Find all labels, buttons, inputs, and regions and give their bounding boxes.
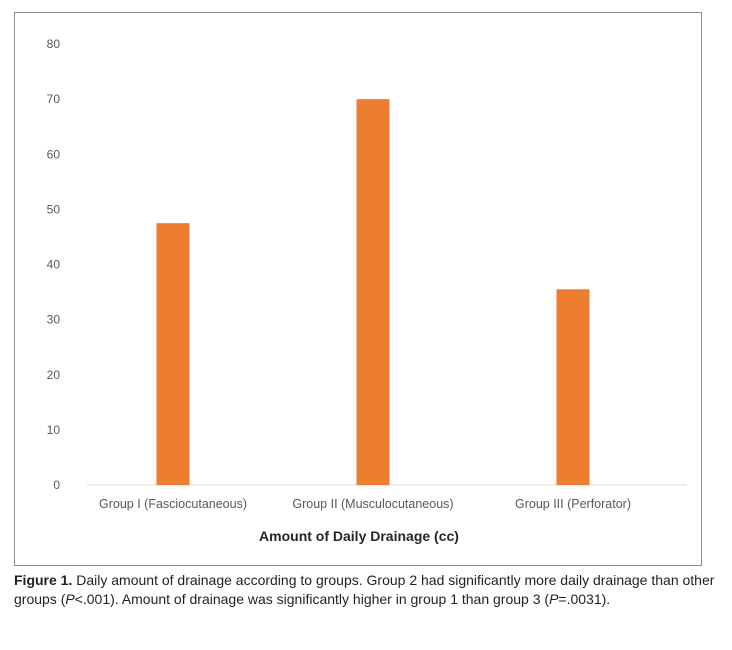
y-tick-label: 50 xyxy=(47,202,61,216)
x-category-label-2: Group II (Musculocutaneous) xyxy=(292,497,453,511)
chart-title: Amount of Daily Drainage (cc) xyxy=(259,528,459,544)
y-tick-label: 0 xyxy=(53,478,60,492)
bars-group xyxy=(156,99,590,485)
caption-text-3: =.0031). xyxy=(558,591,611,607)
y-tick-label: 10 xyxy=(47,423,61,437)
caption-p-italic-1: P xyxy=(65,591,75,607)
caption-p-italic-2: P xyxy=(549,591,559,607)
y-tick-label: 70 xyxy=(47,92,61,106)
x-axis-labels: Group I (Fasciocutaneous) Group II (Muscu… xyxy=(99,497,631,511)
y-tick-label: 20 xyxy=(47,368,61,382)
bar-1 xyxy=(156,223,190,485)
y-axis-ticks: 0 10 20 30 40 50 60 70 80 xyxy=(47,37,61,492)
caption-label: Figure 1. xyxy=(14,572,73,588)
y-tick-label: 60 xyxy=(47,147,61,161)
y-tick-label: 30 xyxy=(47,313,61,327)
figure-frame: 0 10 20 30 40 50 60 70 80 Group I (Fasciocutaneo… xyxy=(14,12,702,566)
bar-2 xyxy=(356,99,390,485)
x-category-label-1: Group I (Fasciocutaneous) xyxy=(99,497,247,511)
figure-caption: Figure 1. Daily amount of drainage accor… xyxy=(14,571,718,609)
caption-text-2: <.001). Amount of drainage was significa… xyxy=(74,591,550,607)
y-tick-label: 80 xyxy=(47,37,61,51)
x-category-label-3: Group III (Perforator) xyxy=(515,497,631,511)
caption-text-1: Daily amount of drainage according to gr… xyxy=(14,572,715,607)
bar-3 xyxy=(556,289,590,485)
bar-chart: 0 10 20 30 40 50 60 70 80 Group I (Fasciocutaneo… xyxy=(47,37,687,544)
y-tick-label: 40 xyxy=(47,258,61,272)
